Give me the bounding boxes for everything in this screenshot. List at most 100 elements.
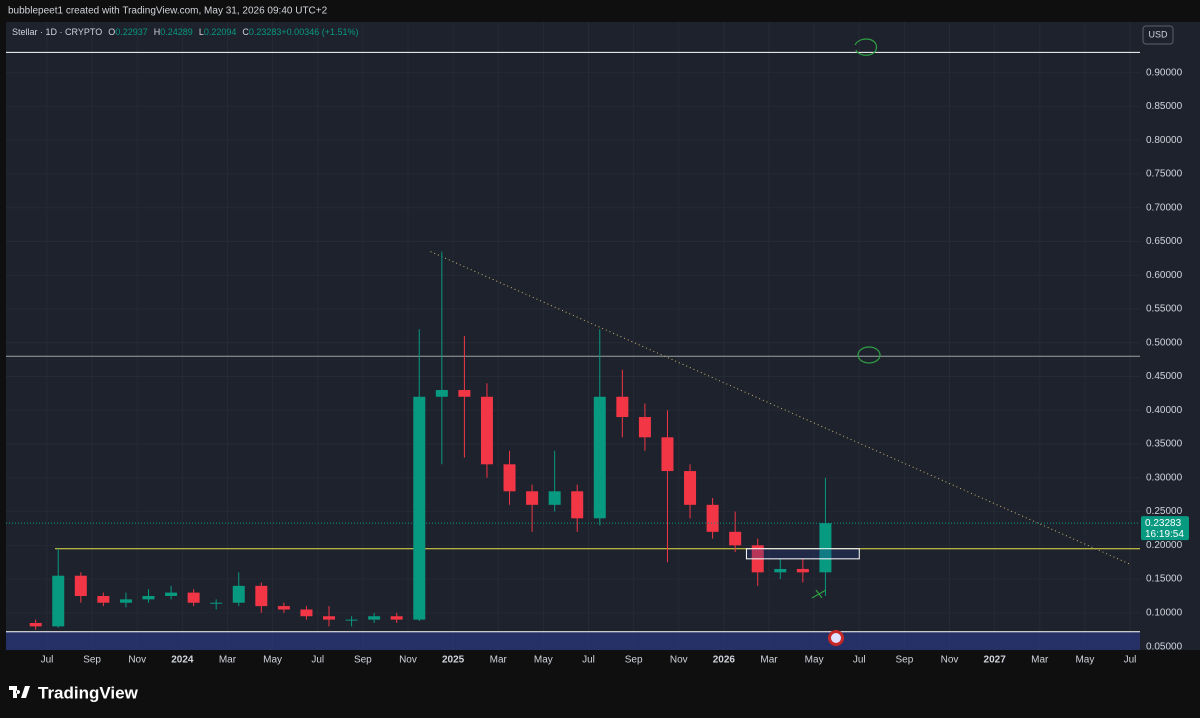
x-tick-label: Nov [941, 655, 959, 666]
candle-body [571, 491, 584, 519]
logo [9, 686, 30, 698]
candle-body [52, 575, 65, 627]
event-icon[interactable] [831, 633, 841, 643]
candle-body [458, 390, 471, 397]
y-tick-label: 0.80000 [1146, 135, 1183, 146]
x-tick-label: Jul [41, 655, 54, 666]
legend: Stellar · 1D · CRYPTO O0.22937 H0.24289 L0.… [12, 27, 358, 37]
x-tick-label: Sep [625, 655, 643, 666]
y-tick-label: 0.40000 [1146, 405, 1183, 416]
candle-body [187, 592, 200, 603]
candle-body [593, 396, 606, 519]
y-tick-label: 0.10000 [1146, 608, 1183, 619]
legend-value: 0.22094 [204, 27, 237, 37]
y-tick-label: 0.20000 [1146, 540, 1183, 551]
drawing [811, 589, 827, 599]
x-tick-label: Mar [490, 655, 508, 666]
legend-value: 0.23283 [249, 27, 282, 37]
x-tick-label: Nov [128, 655, 146, 666]
candle-body [210, 602, 223, 604]
legend-key: H [154, 27, 161, 37]
symbol: Stellar · 1D · CRYPTO [12, 27, 102, 37]
candle-body [729, 531, 742, 546]
y-tick-label: 0.65000 [1146, 236, 1183, 247]
x-tick-label: Sep [83, 655, 101, 666]
candle-body [119, 599, 132, 603]
x-tick-label: Sep [354, 655, 372, 666]
candle-body [774, 568, 787, 573]
x-tick-label: Mar [1031, 655, 1049, 666]
x-tick-label: May [1075, 655, 1094, 666]
legend-value: +0.00346 (+1.51%) [281, 27, 358, 37]
y-tick-label: 0.30000 [1146, 472, 1183, 483]
candle-body [232, 585, 245, 603]
candle-body [300, 609, 313, 617]
x-tick-label: May [805, 655, 824, 666]
candle-body [548, 491, 561, 505]
candle-body [638, 417, 651, 438]
candle-body [323, 616, 336, 620]
candle-body [390, 616, 403, 620]
y-tick-label: 0.55000 [1146, 304, 1183, 315]
candle-body [503, 464, 516, 492]
x-tick-label: 2027 [984, 655, 1007, 666]
currency-button[interactable] [1142, 25, 1174, 45]
candle-body [368, 616, 381, 620]
zone-box [745, 548, 860, 560]
candle-body [661, 437, 674, 472]
y-tick-label: 0.50000 [1146, 337, 1183, 348]
plot-layer [6, 22, 1140, 650]
candle-body [796, 568, 809, 573]
legend-key: O [108, 27, 115, 37]
candle-body [97, 595, 110, 603]
candle-body [435, 390, 448, 397]
currency[interactable]: USD [1148, 29, 1168, 39]
hand-drawn-marks [811, 38, 881, 599]
price-axis-panel [1140, 22, 1200, 650]
candle-body [413, 396, 426, 620]
legend-value: 0.22937 [115, 27, 148, 37]
candle-body [706, 504, 719, 532]
candle-body [29, 622, 42, 627]
header: bubblepeet1 created with TradingView.com… [8, 6, 328, 17]
candle-body [684, 471, 697, 505]
y-tick-label: 0.25000 [1146, 506, 1183, 517]
zone [6, 631, 1140, 650]
x-tick-label: May [263, 655, 282, 666]
x-tick-label: Jul [853, 655, 866, 666]
x-tick-label: 2025 [442, 655, 465, 666]
logo-mark [9, 686, 30, 698]
drawing [854, 38, 878, 56]
y-tick-label: 0.15000 [1146, 574, 1183, 585]
legend-key: C [242, 27, 249, 37]
last-price-tag [1141, 516, 1189, 541]
drawing [857, 346, 881, 364]
candle-body [277, 606, 290, 610]
x-tick-label: Nov [670, 655, 688, 666]
x-tick-label: Jul [311, 655, 324, 666]
candle-body [819, 523, 832, 573]
legend-value: 0.24289 [160, 27, 193, 37]
candle-body [480, 396, 493, 465]
plot-panel [6, 22, 1140, 650]
x-tick-label: 2026 [713, 655, 736, 666]
candle-body [526, 491, 539, 505]
x-tick-label: Nov [399, 655, 417, 666]
y-tick-label: 0.60000 [1146, 270, 1183, 281]
x-tick-label: Jul [582, 655, 595, 666]
x-tick-label: Mar [219, 655, 237, 666]
candle-body [255, 585, 268, 607]
x-tick-label: Mar [760, 655, 778, 666]
x-tick-label: Jul [1124, 655, 1137, 666]
brand: TradingView [38, 683, 139, 702]
y-tick-label: 0.90000 [1146, 67, 1183, 78]
x-tick-label: May [534, 655, 553, 666]
countdown: 16:19:54 [1145, 529, 1184, 540]
legend-key: L [199, 27, 204, 37]
y-tick-label: 0.75000 [1146, 169, 1183, 180]
candle-body [74, 575, 87, 596]
last-price-label: 0.23283 [1145, 518, 1182, 529]
x-tick-label: Sep [895, 655, 913, 666]
